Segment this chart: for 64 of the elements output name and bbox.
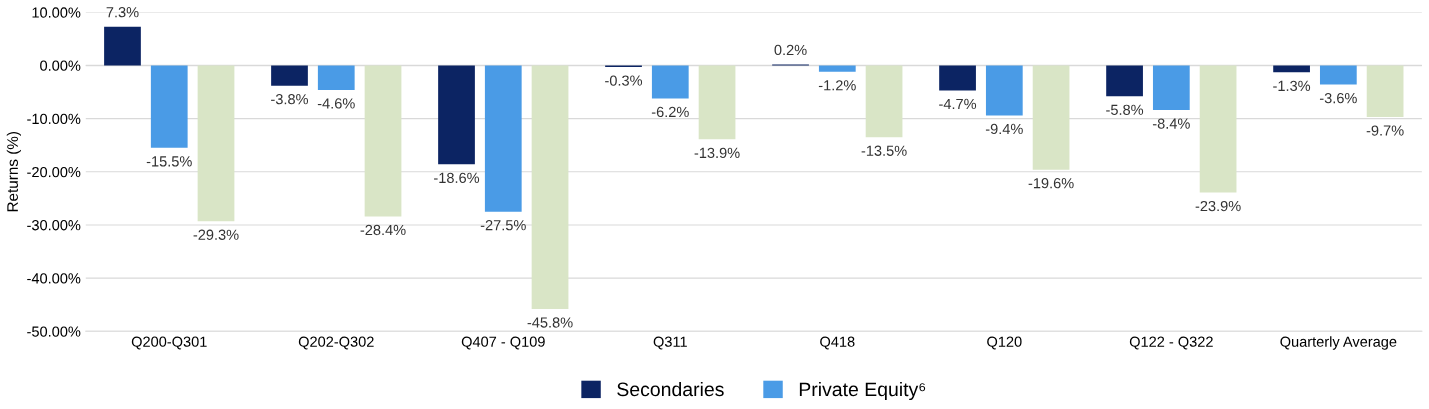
bar — [438, 65, 475, 165]
data-label: -15.5% — [146, 156, 192, 167]
data-label: -18.6% — [434, 172, 480, 184]
y-tick-label: 10.00% — [32, 7, 81, 18]
data-label: -4.6% — [317, 98, 355, 109]
bar — [317, 65, 355, 90]
data-label: -8.4% — [1152, 118, 1190, 129]
x-tick-label: Q407 - Q109 — [461, 336, 545, 350]
y-tick-label: -50.00% — [27, 326, 81, 337]
data-label: -9.4% — [985, 123, 1023, 135]
y-axis-title: Returns (%) — [6, 131, 21, 212]
x-tick-label: Quarterly Average — [1280, 336, 1397, 350]
bar — [364, 65, 402, 217]
data-label: -6.2% — [651, 106, 689, 118]
legend-label: Private Equity⁶ — [799, 381, 926, 401]
x-tick-label: Q120 — [987, 336, 1022, 350]
data-label: 0.2% — [774, 44, 807, 56]
data-label: -19.6% — [1028, 178, 1074, 189]
data-label: -29.3% — [193, 229, 239, 240]
bar — [531, 65, 569, 309]
bar — [104, 26, 141, 66]
data-label: -28.4% — [360, 224, 406, 236]
x-tick-label: Q311 — [653, 336, 687, 350]
data-label: -1.3% — [1273, 80, 1311, 92]
data-label: -3.8% — [271, 94, 309, 105]
bar — [985, 65, 1023, 116]
bar — [651, 65, 689, 99]
data-label: -4.7% — [939, 98, 977, 110]
bar — [1319, 65, 1357, 85]
bar — [865, 65, 903, 138]
data-label: 7.3% — [106, 7, 139, 18]
x-tick-label: Q122 - Q322 — [1129, 336, 1213, 350]
x-tick-label: Q200-Q301 — [131, 336, 207, 350]
data-label: -23.9% — [1195, 200, 1241, 212]
y-tick-label: -20.00% — [27, 166, 81, 178]
data-label: -9.7% — [1366, 125, 1404, 136]
bar — [1366, 65, 1404, 118]
bar — [1032, 65, 1070, 170]
bar — [1106, 65, 1143, 97]
data-label: -0.3% — [605, 75, 643, 86]
data-label: -3.6% — [1319, 92, 1357, 104]
y-tick-label: -30.00% — [27, 220, 81, 231]
data-label: -13.5% — [861, 145, 907, 156]
bar — [1273, 65, 1310, 73]
bar — [698, 65, 736, 140]
data-label: -5.8% — [1106, 104, 1144, 115]
bar — [484, 65, 522, 212]
data-label: -27.5% — [480, 220, 526, 231]
y-tick-label: -40.00% — [27, 273, 81, 284]
y-tick-label: 0.00% — [40, 60, 81, 71]
bar — [1152, 65, 1190, 111]
bar — [1199, 65, 1237, 193]
bar — [818, 65, 856, 72]
data-label: -13.9% — [694, 147, 740, 159]
x-tick-label: Q418 — [820, 336, 855, 350]
legend-label: Secondaries — [617, 381, 724, 397]
x-tick-label: Q202-Q302 — [298, 336, 374, 350]
y-tick-label: -10.00% — [27, 113, 81, 125]
data-label: -1.2% — [818, 80, 856, 91]
bar — [197, 65, 235, 222]
bar — [271, 65, 308, 86]
bar — [150, 65, 188, 148]
data-label: -45.8% — [527, 317, 573, 328]
bar — [939, 65, 976, 91]
